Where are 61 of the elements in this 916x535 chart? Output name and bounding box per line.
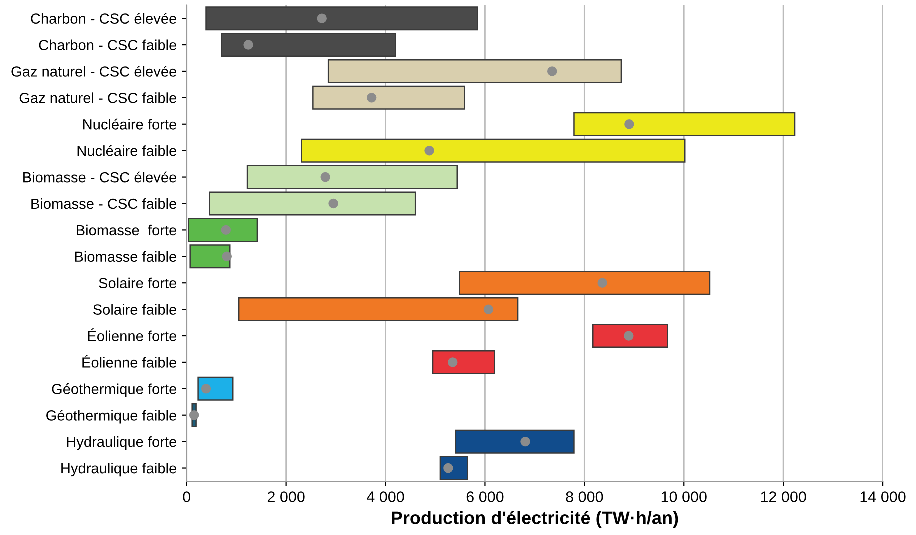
bar: [221, 33, 396, 58]
x-tick-label: 4 000: [367, 492, 404, 502]
point: [222, 252, 232, 262]
x-tick-label: 10 000: [662, 492, 707, 502]
point: [244, 40, 254, 50]
bar: [238, 298, 519, 322]
bar: [209, 192, 416, 216]
y-tick-label: Nucléaire forte: [84, 118, 176, 130]
y-tick-label: Éolienne forte: [88, 328, 176, 342]
y-tick-label: Géothermique forte: [52, 384, 177, 398]
y-tick-label: Biomasse - CSC faible: [32, 198, 176, 210]
y-tick-label: Biomasse forte: [77, 224, 176, 236]
bar: [246, 165, 458, 190]
y-tick-label: Éolienne faible: [82, 355, 176, 368]
point: [221, 225, 232, 236]
x-tick-label: 2 000: [268, 492, 305, 502]
point: [317, 14, 327, 24]
bar: [206, 6, 478, 31]
x-tick-label: 14 000: [860, 492, 906, 502]
x-tick-label: 12 000: [761, 492, 806, 502]
point: [320, 172, 330, 182]
point: [520, 436, 530, 447]
y-tick-label: Charbon - CSC élevée: [31, 13, 176, 24]
bar: [432, 350, 496, 374]
point: [189, 410, 200, 420]
point: [201, 384, 212, 394]
bar: [455, 430, 575, 454]
point: [448, 358, 458, 368]
y-tick-label: Biomasse - CSC élevée: [24, 172, 176, 183]
bar: [592, 324, 668, 348]
x-axis-title: Production d'électricité (TW·h/an): [392, 511, 678, 528]
y-tick-label: Biomasse faible: [75, 251, 176, 262]
y-tick-label: Hydraulique faible: [62, 462, 176, 477]
x-tick-label: 0: [183, 492, 191, 502]
point: [366, 93, 377, 103]
bar: [190, 244, 231, 269]
point: [328, 198, 338, 209]
point: [424, 146, 434, 156]
bar: [188, 218, 258, 242]
bar: [301, 138, 686, 163]
y-tick-label: Géothermique faible: [46, 410, 177, 424]
y-tick-label: Solaire faible: [94, 304, 176, 315]
bar: [574, 112, 796, 136]
bar: [198, 376, 234, 401]
point: [598, 278, 608, 288]
y-tick-label: Nucléaire faible: [78, 145, 176, 156]
y-tick-label: Solaire forte: [99, 278, 176, 289]
point: [547, 66, 558, 76]
x-tick-label: 6 000: [466, 492, 504, 502]
y-tick-label: Gaz naturel - CSC faible: [20, 92, 176, 104]
bar: [459, 271, 711, 296]
point: [484, 304, 494, 314]
y-tick-label: Gaz naturel - CSC élevée: [12, 66, 177, 77]
point: [624, 120, 634, 130]
point: [624, 331, 634, 341]
bar: [328, 59, 622, 84]
y-tick-label: Hydraulique forte: [67, 436, 176, 450]
x-tick-label: 8 000: [566, 492, 604, 502]
y-tick-label: Charbon - CSC faible: [39, 40, 176, 50]
bar: [312, 86, 466, 110]
point: [444, 463, 454, 474]
